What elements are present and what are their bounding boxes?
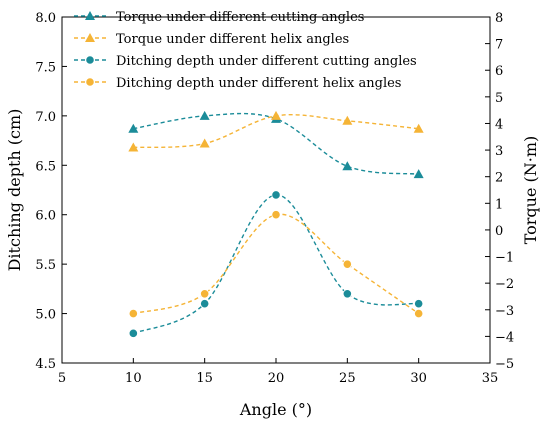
series-line bbox=[133, 112, 419, 175]
data-point bbox=[200, 299, 210, 309]
legend-marker bbox=[85, 77, 95, 87]
y-left-tick-label: 8.0 bbox=[35, 11, 56, 26]
legend-marker bbox=[85, 11, 95, 20]
legend-marker bbox=[85, 33, 95, 42]
data-point bbox=[342, 289, 352, 299]
legend-label: Torque under different helix angles bbox=[116, 32, 349, 47]
data-point bbox=[199, 138, 210, 148]
legend: Torque under different cutting angles Tor… bbox=[74, 10, 417, 91]
legend-item: Torque under different helix angles bbox=[74, 32, 349, 47]
y-right-tick-label: 0 bbox=[495, 224, 503, 239]
data-point bbox=[128, 123, 139, 133]
series-4 bbox=[128, 210, 424, 319]
y-right-tick-label: −5 bbox=[495, 357, 514, 372]
data-point bbox=[128, 328, 138, 338]
data-point bbox=[200, 289, 210, 299]
data-point bbox=[414, 299, 424, 309]
y-axis-right: −5 −4 −3 −2 −1 0 1 2 3 4 5 6 7 8 bbox=[485, 11, 514, 372]
legend-item: Torque under different cutting angles bbox=[74, 10, 364, 25]
y-axis-right-title: Torque (N·m) bbox=[521, 136, 540, 245]
data-point bbox=[342, 161, 353, 171]
y-left-tick-label: 7.0 bbox=[35, 110, 56, 125]
data-point bbox=[342, 115, 353, 125]
data-point bbox=[413, 123, 424, 133]
y-left-tick-label: 6.5 bbox=[35, 159, 56, 174]
y-right-tick-label: 7 bbox=[495, 38, 503, 53]
data-point bbox=[342, 259, 352, 269]
y-right-tick-label: −2 bbox=[495, 277, 514, 292]
x-tick-label: 5 bbox=[58, 371, 66, 386]
data-point bbox=[199, 110, 210, 120]
data-point bbox=[271, 210, 281, 220]
data-point bbox=[271, 110, 281, 120]
y-axis-left-title: Ditching depth (cm) bbox=[5, 109, 24, 272]
series-2 bbox=[128, 110, 424, 152]
y-right-tick-label: 1 bbox=[495, 197, 503, 212]
y-left-tick-label: 5.5 bbox=[35, 258, 56, 273]
x-axis: 5 10 15 20 25 30 35 bbox=[58, 358, 498, 386]
y-right-tick-label: −3 bbox=[495, 304, 514, 319]
legend-marker bbox=[85, 55, 95, 65]
y-left-tick-label: 5.0 bbox=[35, 308, 56, 323]
y-right-tick-label: 8 bbox=[495, 11, 503, 26]
y-right-tick-label: 4 bbox=[495, 117, 503, 132]
y-right-tick-label: 2 bbox=[495, 171, 503, 186]
legend-label: Ditching depth under different cutting a… bbox=[116, 54, 417, 69]
y-axis-left: 4.5 5.0 5.5 6.0 6.5 7.0 7.5 8.0 bbox=[35, 11, 67, 372]
series-layer bbox=[128, 110, 424, 338]
data-point bbox=[128, 142, 139, 152]
y-right-tick-label: 5 bbox=[495, 91, 503, 106]
y-right-tick-label: 3 bbox=[495, 144, 503, 159]
y-right-tick-label: 6 bbox=[495, 64, 503, 79]
y-left-tick-label: 7.5 bbox=[35, 60, 56, 75]
legend-label: Torque under different cutting angles bbox=[116, 10, 364, 25]
y-right-tick-label: −4 bbox=[495, 330, 514, 345]
series-1 bbox=[128, 110, 424, 179]
data-point bbox=[128, 308, 138, 319]
legend-label: Ditching depth under different helix ang… bbox=[116, 76, 401, 91]
y-left-tick-label: 4.5 bbox=[35, 357, 56, 372]
x-tick-label: 30 bbox=[410, 371, 427, 386]
x-axis-title: Angle (°) bbox=[239, 400, 312, 419]
series-3 bbox=[128, 190, 424, 338]
x-tick-label: 20 bbox=[268, 371, 285, 386]
x-tick-label: 10 bbox=[125, 371, 142, 386]
x-tick-label: 35 bbox=[482, 371, 499, 386]
legend-item: Ditching depth under different cutting a… bbox=[74, 54, 417, 69]
legend-item: Ditching depth under different helix ang… bbox=[74, 76, 401, 91]
data-point bbox=[414, 308, 424, 319]
x-tick-label: 15 bbox=[196, 371, 213, 386]
series-line bbox=[133, 213, 420, 315]
data-point bbox=[271, 190, 281, 200]
x-tick-label: 25 bbox=[339, 371, 356, 386]
y-left-tick-label: 6.0 bbox=[35, 209, 56, 224]
data-point bbox=[413, 169, 424, 179]
y-right-tick-label: −1 bbox=[495, 251, 514, 266]
